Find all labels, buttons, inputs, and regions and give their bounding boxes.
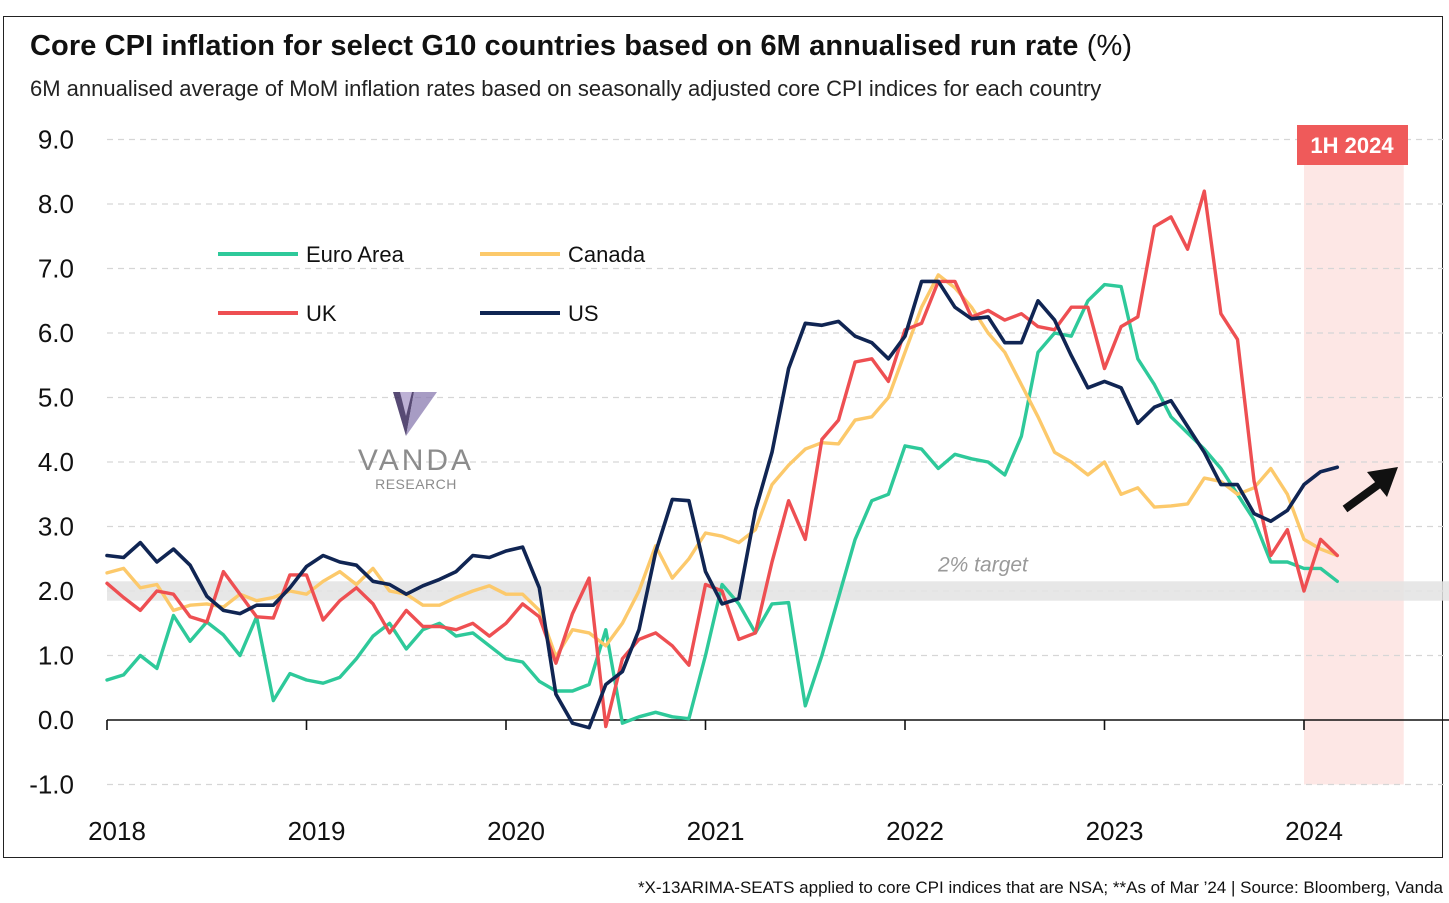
up-arrow-annotation bbox=[1342, 467, 1398, 513]
vanda-logo: VANDA RESEARCH bbox=[358, 392, 474, 492]
y-axis-ticks: 9.0 8.0 7.0 6.0 5.0 4.0 3.0 2.0 1.0 0.0 -1.0 bbox=[29, 125, 74, 800]
y-tick-label: 2.0 bbox=[38, 576, 74, 606]
y-tick-label: 9.0 bbox=[38, 125, 74, 155]
series-line-uk bbox=[105, 189, 1340, 729]
legend-label-uk: UK bbox=[306, 301, 337, 326]
highlight-label: 1H 2024 bbox=[1297, 125, 1408, 165]
y-tick-label: 5.0 bbox=[38, 383, 74, 413]
x-tick-label: 2018 bbox=[88, 816, 146, 846]
legend-label-canada: Canada bbox=[568, 242, 646, 267]
y-tick-label: 3.0 bbox=[38, 512, 74, 542]
x-tick-label: 2019 bbox=[288, 816, 346, 846]
x-tick-label: 2023 bbox=[1086, 816, 1144, 846]
y-tick-label: 1.0 bbox=[38, 641, 74, 671]
series-line-euro bbox=[105, 282, 1340, 725]
target-band-label: 2% target bbox=[937, 553, 1029, 576]
x-tick-label: 2021 bbox=[687, 816, 745, 846]
x-tick-label: 2022 bbox=[886, 816, 944, 846]
vanda-logo-tagline: RESEARCH bbox=[375, 476, 457, 492]
chart-title-unit: (%) bbox=[1086, 30, 1133, 62]
y-tick-label: 0.0 bbox=[38, 705, 74, 735]
x-tick-label: 2020 bbox=[487, 816, 545, 846]
highlight-label-text: 1H 2024 bbox=[1310, 133, 1394, 158]
vanda-logo-name: VANDA bbox=[358, 444, 474, 477]
y-tick-label: -1.0 bbox=[29, 770, 74, 800]
legend-label-euro: Euro Area bbox=[306, 242, 405, 267]
gridlines bbox=[107, 138, 1449, 786]
line-chart: 2% target 9.0 8.0 7.0 6.0 5.0 4.0 3.0 2.0 1.0 0.0… bbox=[29, 125, 1449, 846]
chart-title-text: Core CPI inflation for select G10 countr… bbox=[30, 30, 1079, 62]
up-arrow-shaft bbox=[1342, 478, 1385, 513]
chart-frame bbox=[3, 16, 1443, 858]
x-axis: 2018 2019 2020 2021 2022 2023 2024 bbox=[88, 719, 1449, 846]
chart-title: Core CPI inflation for select G10 countr… bbox=[30, 30, 1132, 63]
up-arrow-head bbox=[1367, 467, 1398, 497]
series-lines bbox=[105, 189, 1340, 730]
series-line-us bbox=[105, 279, 1340, 730]
legend-label-us: US bbox=[568, 301, 599, 326]
vanda-logo-mark bbox=[393, 392, 437, 436]
legend: Euro Area Canada UK US bbox=[218, 242, 646, 326]
footnote: *X-13ARIMA-SEATS applied to core CPI ind… bbox=[637, 878, 1443, 897]
y-tick-label: 8.0 bbox=[38, 189, 74, 219]
target-band bbox=[107, 581, 1449, 601]
chart-subtitle: 6M annualised average of MoM inflation r… bbox=[30, 76, 1102, 101]
y-tick-label: 4.0 bbox=[38, 447, 74, 477]
x-tick-label: 2024 bbox=[1285, 816, 1343, 846]
highlight-label-bg bbox=[1297, 125, 1408, 165]
y-tick-label: 7.0 bbox=[38, 254, 74, 284]
y-tick-label: 6.0 bbox=[38, 318, 74, 348]
